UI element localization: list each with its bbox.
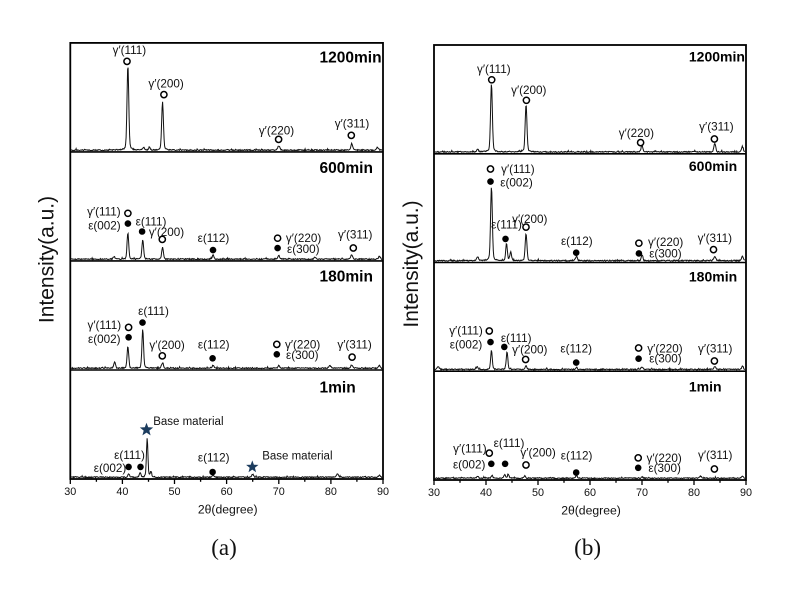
svg-text:ε(002): ε(002) <box>88 220 121 233</box>
svg-text:ε(300): ε(300) <box>648 462 681 475</box>
svg-text:1200min: 1200min <box>689 49 745 65</box>
svg-text:ε(111): ε(111) <box>494 437 525 450</box>
svg-text:γ′(311): γ′(311) <box>698 232 733 245</box>
svg-text:50: 50 <box>532 487 544 499</box>
svg-text:Base material: Base material <box>262 451 332 463</box>
svg-text:γ′(200): γ′(200) <box>512 344 547 357</box>
svg-text:γ′(200): γ′(200) <box>149 339 184 352</box>
svg-text:ε(002): ε(002) <box>88 333 121 346</box>
svg-text:γ′(200): γ′(200) <box>512 213 547 226</box>
svg-text:γ′(111): γ′(111) <box>453 443 487 456</box>
svg-text:Base material: Base material <box>153 416 223 428</box>
svg-text:50: 50 <box>168 486 180 498</box>
svg-text:γ′(111): γ′(111) <box>88 319 122 332</box>
svg-text:ε(112): ε(112) <box>561 235 593 248</box>
svg-text:Intensity(a.u.): Intensity(a.u.) <box>36 196 59 323</box>
svg-text:γ′(200): γ′(200) <box>148 78 183 91</box>
svg-text:90: 90 <box>377 486 389 498</box>
svg-text:γ′(111): γ′(111) <box>87 206 121 219</box>
svg-text:ε(002): ε(002) <box>500 176 533 189</box>
svg-text:ε(002): ε(002) <box>94 462 127 475</box>
svg-text:γ′(311): γ′(311) <box>335 118 370 131</box>
svg-text:40: 40 <box>116 486 128 498</box>
svg-text:60: 60 <box>584 487 596 499</box>
svg-text:ε(300): ε(300) <box>287 243 320 256</box>
svg-text:ε(112): ε(112) <box>561 450 593 463</box>
svg-text:(a): (a) <box>211 535 237 560</box>
svg-text:2θ(degree): 2θ(degree) <box>561 504 621 518</box>
svg-text:70: 70 <box>636 487 648 499</box>
svg-text:70: 70 <box>273 486 285 498</box>
svg-text:γ′(111): γ′(111) <box>449 325 483 338</box>
svg-text:γ′(311): γ′(311) <box>338 229 373 242</box>
svg-text:γ′(200): γ′(200) <box>520 447 555 460</box>
svg-text:ε(112): ε(112) <box>198 452 230 465</box>
svg-text:180min: 180min <box>689 269 737 285</box>
svg-text:(b): (b) <box>574 535 601 560</box>
svg-text:γ′(111): γ′(111) <box>501 163 535 176</box>
svg-text:γ′(220): γ′(220) <box>259 125 294 138</box>
svg-text:γ′(220): γ′(220) <box>286 232 321 245</box>
svg-text:ε(111): ε(111) <box>136 216 167 229</box>
svg-text:γ′(111): γ′(111) <box>477 63 511 76</box>
svg-text:180min: 180min <box>320 269 373 286</box>
svg-text:γ′(220): γ′(220) <box>285 339 320 352</box>
svg-text:1200min: 1200min <box>320 50 382 67</box>
svg-text:ε(111): ε(111) <box>501 332 532 345</box>
svg-text:ε(300): ε(300) <box>649 248 682 261</box>
svg-text:30: 30 <box>428 487 440 499</box>
svg-text:ε(112): ε(112) <box>198 339 230 352</box>
svg-text:Intensity(a.u.): Intensity(a.u.) <box>400 200 423 327</box>
svg-text:ε(300): ε(300) <box>286 349 319 362</box>
svg-text:γ′(220): γ′(220) <box>619 127 654 140</box>
svg-text:γ′(311): γ′(311) <box>699 121 734 134</box>
svg-text:γ′(311): γ′(311) <box>698 449 733 462</box>
svg-text:γ′(111): γ′(111) <box>113 44 147 57</box>
svg-text:600min: 600min <box>320 160 373 177</box>
svg-text:2θ(degree): 2θ(degree) <box>198 503 258 517</box>
svg-text:ε(002): ε(002) <box>453 459 486 472</box>
svg-text:ε(300): ε(300) <box>649 353 682 366</box>
svg-text:ε(111): ε(111) <box>138 305 169 318</box>
svg-text:80: 80 <box>688 487 700 499</box>
svg-text:γ′(200): γ′(200) <box>149 226 184 239</box>
svg-text:90: 90 <box>740 487 752 499</box>
svg-text:γ′(311): γ′(311) <box>698 343 733 356</box>
svg-text:γ′(311): γ′(311) <box>337 339 372 352</box>
svg-text:ε(112): ε(112) <box>560 343 592 356</box>
svg-text:1min: 1min <box>320 380 356 397</box>
svg-text:ε(111): ε(111) <box>114 449 145 462</box>
svg-text:80: 80 <box>325 486 337 498</box>
svg-text:γ′(220): γ′(220) <box>647 343 682 356</box>
svg-text:ε(112): ε(112) <box>198 232 230 245</box>
svg-text:30: 30 <box>64 486 76 498</box>
svg-text:γ′(220): γ′(220) <box>647 452 682 465</box>
svg-text:60: 60 <box>221 486 233 498</box>
svg-text:ε(111): ε(111) <box>491 219 522 232</box>
svg-text:40: 40 <box>480 487 492 499</box>
svg-text:γ′(220): γ′(220) <box>648 236 683 249</box>
svg-text:ε(002): ε(002) <box>450 339 483 352</box>
svg-text:600min: 600min <box>689 158 737 174</box>
svg-text:γ′(200): γ′(200) <box>511 84 546 97</box>
svg-text:1min: 1min <box>689 379 722 395</box>
